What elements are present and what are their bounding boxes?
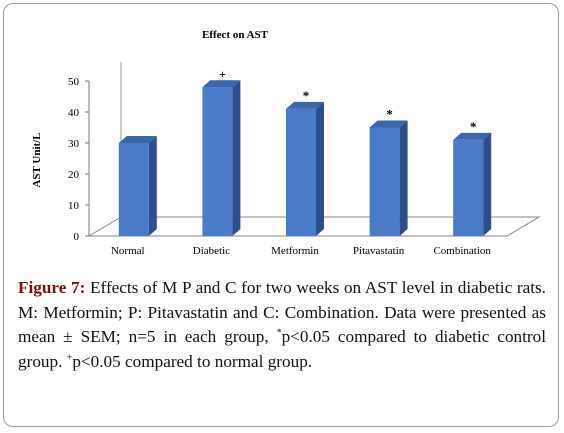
chart-title: Effect on AST xyxy=(202,29,269,41)
bar-side xyxy=(148,136,157,236)
bars-layer xyxy=(118,80,492,237)
labels-layer: 0 10 20 30 40 50 Normal + Diabetic * Metformin * Pit… xyxy=(68,67,491,257)
x-tick-label: Normal xyxy=(111,245,145,257)
x-tick-label: Metformin xyxy=(271,245,319,257)
bar xyxy=(202,87,233,236)
caption-sup-1: * xyxy=(276,327,282,339)
significance-marker: * xyxy=(470,119,477,134)
significance-marker: * xyxy=(386,107,393,122)
x-tick-label: Diabetic xyxy=(193,245,230,257)
caption-text-2: p<0.05 compared to diabetic control grou… xyxy=(18,327,546,371)
y-tick-label: 30 xyxy=(68,138,80,150)
bar-top xyxy=(118,136,157,143)
x-tick-label: Combination xyxy=(433,245,491,257)
y-tick-label: 10 xyxy=(68,200,80,212)
x-tick-label: Pitavastatin xyxy=(353,245,405,257)
bar xyxy=(286,108,316,236)
bar-top xyxy=(202,80,241,88)
bar xyxy=(453,139,484,236)
caption-text-3: p<0.05 compared to normal group. xyxy=(72,351,313,371)
caption-text-1: Effects of M P and C for two weeks on AS… xyxy=(18,278,546,346)
bar xyxy=(118,143,149,236)
bar-top xyxy=(286,101,324,109)
y-tick-label: 0 xyxy=(74,231,80,243)
y-axis-label: AST Unit/L xyxy=(31,132,43,187)
bar-top xyxy=(453,132,492,140)
bar-top xyxy=(369,120,408,128)
y-tick-label: 40 xyxy=(68,107,80,119)
bar-side xyxy=(483,132,492,236)
significance-marker: + xyxy=(219,67,226,81)
bar-side xyxy=(232,80,241,236)
y-tick-label: 50 xyxy=(68,76,80,88)
bar-side xyxy=(399,120,408,236)
bar xyxy=(369,127,400,236)
bar-side xyxy=(316,101,324,237)
figure-caption: Figure 7: Effects of M P and C for two w… xyxy=(18,276,546,374)
figure-label: Figure 7: xyxy=(18,278,86,297)
y-tick-label: 20 xyxy=(68,169,80,181)
caption-sup-2: + xyxy=(66,351,73,363)
bar-chart: 0 10 20 30 40 50 Normal + Diabetic * Metformin * Pit… xyxy=(31,29,541,257)
significance-marker: * xyxy=(303,88,310,103)
